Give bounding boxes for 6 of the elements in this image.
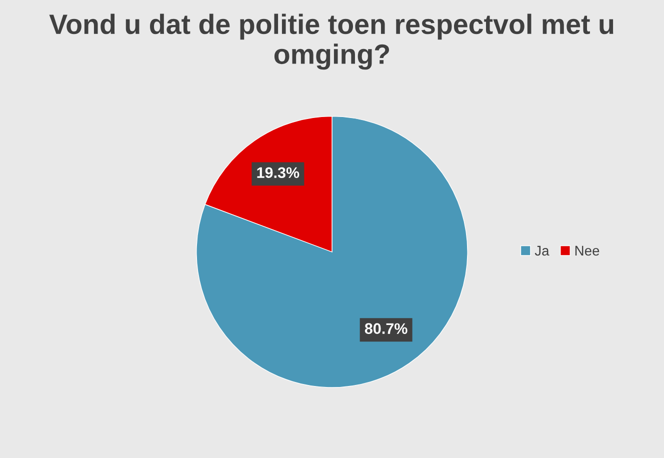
- legend-label: Ja: [534, 246, 550, 256]
- pie-slice: [196, 116, 468, 388]
- legend-label: Nee: [575, 246, 600, 256]
- data-label: 80.7%: [364, 323, 408, 334]
- data-label: 19.3%: [257, 167, 300, 178]
- chart-title: Vond u dat de politie toen respectvol met u omging?: [49, 14, 614, 70]
